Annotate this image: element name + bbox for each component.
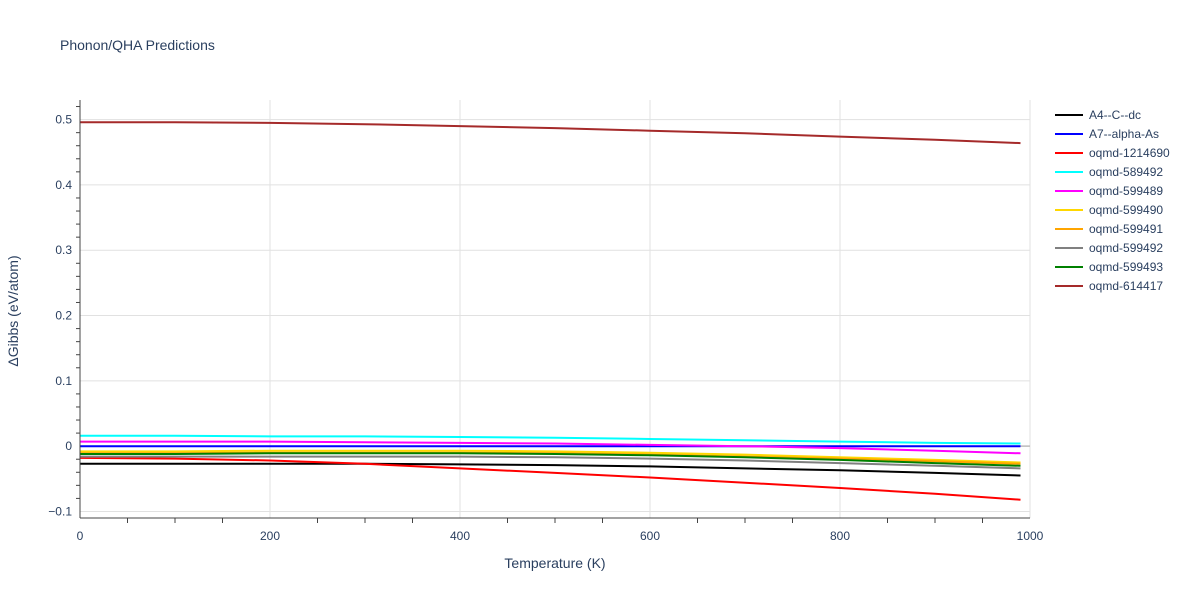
series-line-oqmd-614417 — [80, 121, 1021, 145]
chart-title: Phonon/QHA Predictions — [60, 37, 215, 53]
legend-label: A7--alpha-As — [1089, 127, 1159, 141]
y-tick-label: 0 — [65, 439, 72, 453]
legend-item[interactable]: oqmd-599489 — [1055, 184, 1163, 198]
series-line-oqmd-589492 — [80, 434, 1021, 445]
y-tick-label: 0.5 — [55, 113, 72, 127]
legend-item[interactable]: oqmd-599492 — [1055, 241, 1163, 255]
y-tick-label: 0.2 — [55, 309, 72, 323]
x-tick-label: 400 — [450, 529, 470, 543]
legend-label: oqmd-1214690 — [1089, 146, 1170, 160]
y-axis-title: ΔGibbs (eV/atom) — [5, 255, 21, 366]
grid — [80, 100, 1031, 518]
legend-item[interactable]: oqmd-599490 — [1055, 203, 1163, 217]
x-tick-label: 0 — [77, 529, 84, 543]
x-axis-title: Temperature (K) — [504, 555, 605, 571]
legend-label: oqmd-614417 — [1089, 279, 1163, 293]
y-tick-label: −0.1 — [48, 504, 72, 518]
legend-item[interactable]: oqmd-1214690 — [1055, 146, 1170, 160]
legend-item[interactable]: oqmd-599493 — [1055, 260, 1163, 274]
legend-label: oqmd-599491 — [1089, 222, 1163, 236]
y-tick-label: 0.1 — [55, 374, 72, 388]
x-tick-label: 1000 — [1017, 529, 1044, 543]
series-group — [79, 121, 1021, 501]
legend-label: oqmd-589492 — [1089, 165, 1163, 179]
axes: 0 200 400 600 800 1000 −0.1 0 0.1 0.2 0.3 0.4 0.5 — [48, 100, 1044, 543]
x-tick-label: 600 — [640, 529, 660, 543]
legend-label: oqmd-599493 — [1089, 260, 1163, 274]
x-tick-label: 800 — [830, 529, 850, 543]
y-tick-label: 0.3 — [55, 243, 72, 257]
series-line-oqmd-599493 — [80, 452, 1021, 467]
legend-item[interactable]: A4--C--dc — [1055, 108, 1141, 122]
legend-item[interactable]: oqmd-614417 — [1055, 279, 1163, 293]
y-tick-label: 0.4 — [55, 178, 72, 192]
legend-label: oqmd-599490 — [1089, 203, 1163, 217]
legend-item[interactable]: oqmd-589492 — [1055, 165, 1163, 179]
legend-label: oqmd-599489 — [1089, 184, 1163, 198]
legend-item[interactable]: oqmd-599491 — [1055, 222, 1163, 236]
series-line-oqmd-599489 — [80, 440, 1021, 455]
series-line-oqmd-1214690 — [79, 456, 1021, 501]
legend-label: oqmd-599492 — [1089, 241, 1163, 255]
x-tick-label: 200 — [260, 529, 280, 543]
series-line-oqmd-599492 — [80, 455, 1021, 470]
series-line-A4--C--dc — [80, 462, 1021, 477]
series-line-oqmd-599490 — [80, 449, 1021, 464]
legend-label: A4--C--dc — [1089, 108, 1141, 122]
legend: A4--C--dc A7--alpha-As oqmd-1214690 oqmd-58… — [1055, 108, 1170, 293]
legend-item[interactable]: A7--alpha-As — [1055, 127, 1159, 141]
